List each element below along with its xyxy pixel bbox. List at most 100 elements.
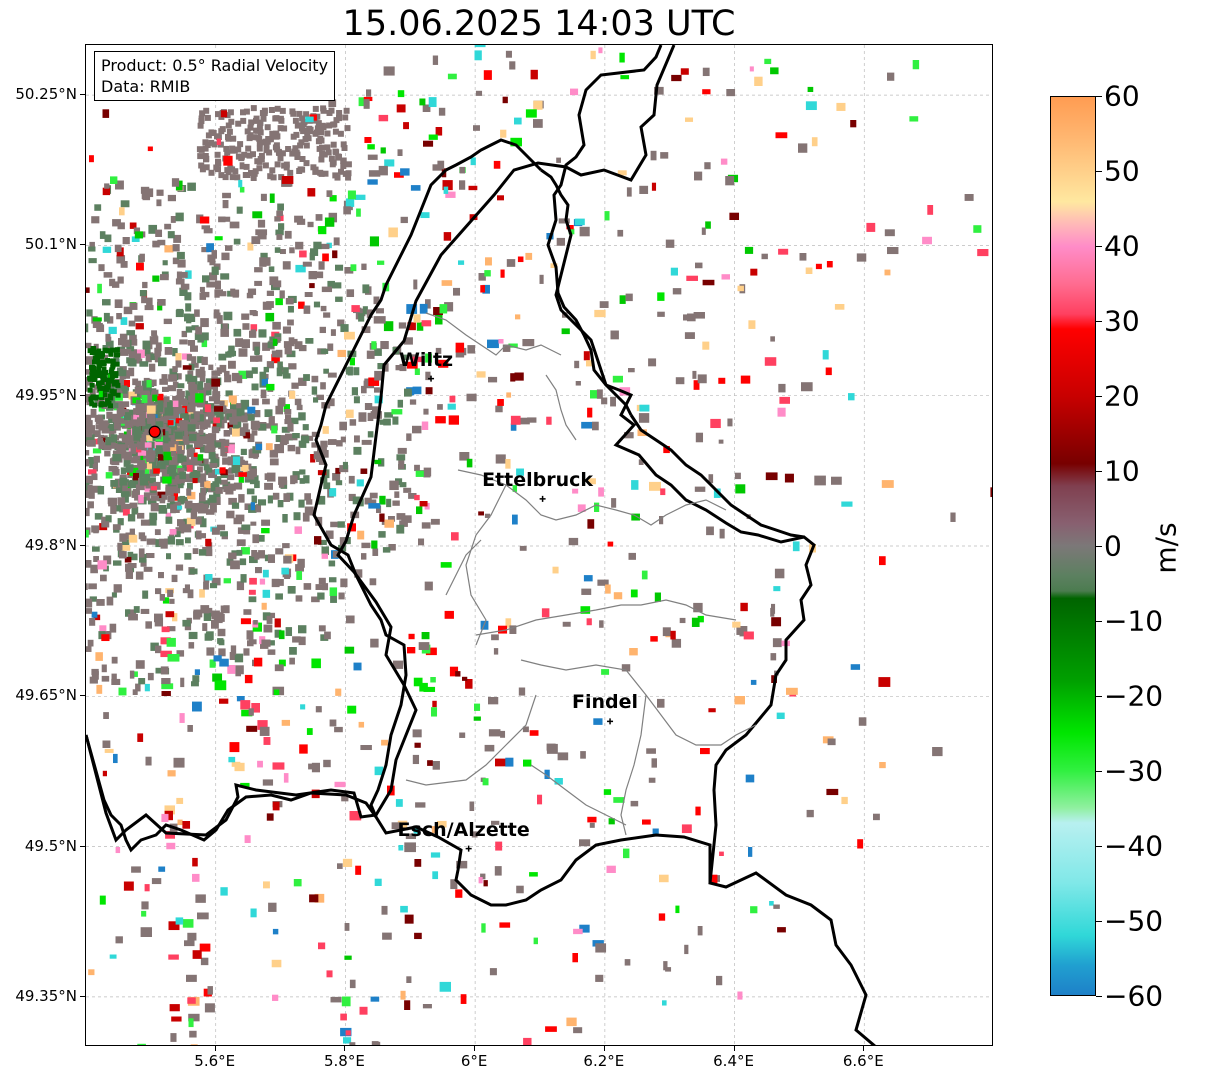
- echo-cell-3111: [718, 439, 724, 444]
- echo-cell-1763: [215, 442, 222, 448]
- echo-cell-1621: [139, 466, 145, 474]
- echo-cell-1941: [167, 385, 177, 392]
- echo-cell-1698: [262, 301, 272, 310]
- echo-cell-3335: [412, 729, 422, 738]
- echo-cell-2387: [314, 113, 321, 120]
- echo-cell-689: [303, 475, 310, 484]
- radar-map[interactable]: [85, 44, 993, 1046]
- echo-cell-2228: [100, 385, 106, 391]
- echo-cell-1477: [398, 460, 405, 469]
- echo-cell-2414: [204, 114, 211, 121]
- echo-cell-1544: [249, 475, 259, 485]
- echo-cell-2150: [254, 421, 261, 429]
- echo-cell-2671: [619, 295, 626, 304]
- echo-cell-3254: [413, 314, 421, 323]
- echo-cell-1274: [228, 444, 235, 454]
- echo-cell-1193: [135, 660, 145, 669]
- echo-cell-153: [167, 626, 176, 632]
- echo-cell-2821: [488, 729, 501, 737]
- echo-cell-240: [206, 381, 216, 390]
- echo-cell-3211: [230, 560, 240, 570]
- echo-cell-2089: [314, 536, 322, 545]
- echo-cell-1654: [210, 458, 220, 468]
- echo-cell-3026: [109, 954, 117, 959]
- echo-cell-2880: [326, 970, 333, 978]
- echo-cell-3236: [460, 994, 467, 1004]
- colorbar-tickmark-7: [1096, 621, 1102, 622]
- echo-cell-899: [181, 271, 188, 278]
- echo-cell-914: [104, 234, 112, 243]
- echo-cell-2502: [300, 121, 307, 128]
- echo-cell-3178: [706, 526, 714, 536]
- echo-cell-674: [188, 409, 196, 418]
- echo-cell-2263: [115, 392, 121, 398]
- echo-cell-676: [243, 527, 251, 535]
- echo-cell-3288: [432, 871, 439, 880]
- echo-cell-2105: [120, 467, 127, 475]
- echo-cell-1547: [260, 389, 267, 399]
- echo-cell-85: [197, 356, 204, 364]
- echo-cell-3014: [594, 502, 600, 512]
- echo-cell-3078: [180, 677, 185, 688]
- echo-cell-3092: [213, 655, 222, 662]
- echo-cell-2718: [170, 1033, 177, 1042]
- echo-cell-3350: [708, 474, 714, 484]
- echo-cell-407: [222, 192, 231, 199]
- echo-cell-1665: [170, 457, 178, 464]
- echo-cell-1797: [236, 408, 245, 417]
- echo-cell-1609: [175, 353, 182, 361]
- echo-cell-3326: [409, 399, 417, 405]
- echo-cell-3106: [229, 742, 240, 753]
- echo-cell-1970: [189, 568, 198, 575]
- echo-cell-2855: [395, 365, 403, 371]
- echo-cell-1208: [277, 500, 284, 508]
- echo-cell-3204: [630, 800, 639, 807]
- echo-cell-1117: [278, 223, 285, 230]
- echo-cell-2787: [841, 501, 853, 507]
- echo-cell-2966: [577, 504, 586, 512]
- echo-cell-1722: [243, 609, 252, 615]
- echo-cell-138: [94, 204, 102, 211]
- echo-cell-2796: [850, 120, 857, 128]
- echo-cell-1786: [275, 298, 283, 306]
- echo-cell-842: [337, 349, 347, 358]
- echo-cell-1859: [124, 420, 134, 429]
- echo-cell-1053: [191, 325, 199, 331]
- echo-cell-3085: [670, 267, 678, 276]
- echo-cell-221: [264, 554, 271, 562]
- colorbar-tickmark-12: [1096, 996, 1102, 997]
- echo-cell-2363: [281, 162, 288, 169]
- echo-cell-1720: [202, 623, 208, 631]
- echo-cell-2517: [274, 105, 281, 112]
- echo-cell-2142: [267, 495, 273, 504]
- echo-cell-321: [289, 247, 295, 254]
- echo-cell-1345: [228, 395, 237, 403]
- echo-cell-2903: [887, 247, 899, 255]
- echo-cell-1614: [146, 538, 156, 545]
- echo-cell-1716: [134, 353, 141, 360]
- echo-cell-1731: [352, 496, 361, 505]
- echo-cell-3379: [512, 485, 518, 492]
- echo-cell-2812: [321, 286, 333, 293]
- echo-cell-2895: [527, 417, 537, 423]
- echo-cell-710: [135, 323, 144, 330]
- echo-cell-2237: [110, 358, 116, 364]
- echo-cell-58: [238, 476, 244, 483]
- colorbar-tick-9: −30: [1104, 754, 1164, 788]
- echo-cell-3207: [705, 221, 711, 229]
- echo-cell-1242: [251, 383, 259, 391]
- echo-cell-2581: [700, 748, 710, 755]
- echo-cell-2515: [226, 128, 233, 135]
- echo-cell-278: [165, 512, 172, 519]
- echo-cell-2764: [192, 857, 198, 867]
- echo-cell-632: [306, 435, 314, 441]
- echo-cell-2990: [405, 833, 416, 840]
- echo-cell-1964: [186, 488, 192, 496]
- echo-cell-2466: [246, 152, 253, 159]
- echo-cell-2712: [455, 671, 461, 677]
- echo-cell-1719: [248, 596, 257, 603]
- echo-cell-2531: [332, 148, 339, 155]
- echo-cell-438: [127, 609, 137, 617]
- echo-cell-2404: [243, 163, 250, 170]
- echo-cell-1527: [335, 480, 343, 486]
